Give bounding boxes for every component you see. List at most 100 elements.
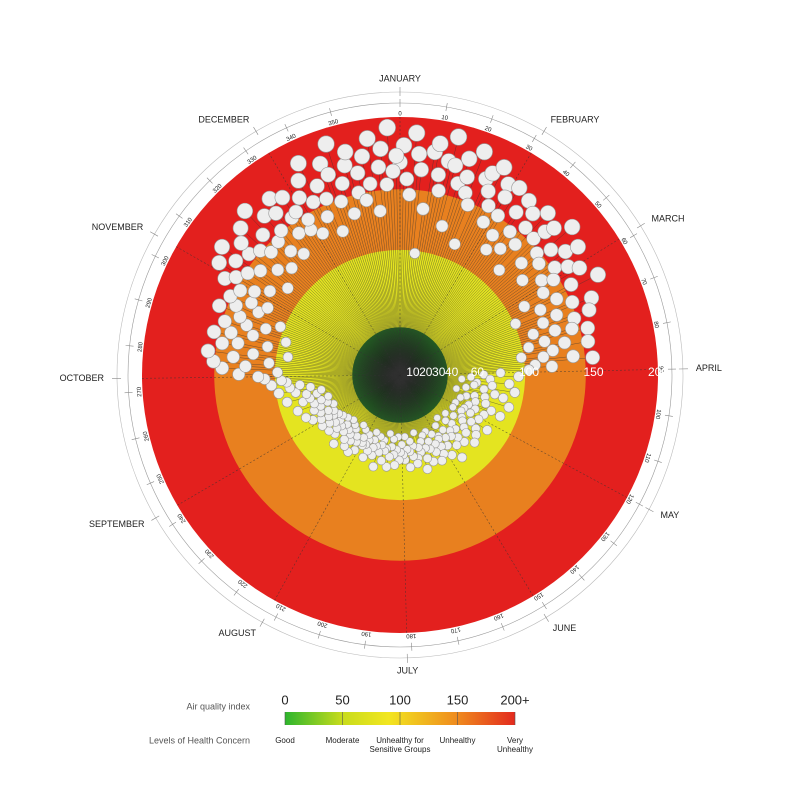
dot <box>239 360 252 373</box>
day-tick-label: 30 <box>524 144 533 153</box>
dot <box>516 273 529 287</box>
stem <box>399 280 523 376</box>
dot <box>481 198 496 214</box>
dot <box>288 204 304 220</box>
day-tick <box>134 298 143 302</box>
stem <box>366 200 401 376</box>
stem <box>369 183 401 376</box>
stem <box>399 374 486 404</box>
day-tick-label: 100 <box>654 409 662 420</box>
stem <box>363 374 401 438</box>
stem <box>399 374 491 380</box>
month-label: DECEMBER <box>198 115 250 125</box>
stem <box>399 153 420 376</box>
day-tick-label: 280 <box>138 341 145 352</box>
dot <box>433 414 441 422</box>
stem <box>231 332 401 376</box>
dot <box>329 439 339 449</box>
month-label: MAY <box>660 510 679 520</box>
day-tick <box>243 147 249 155</box>
stem <box>207 350 401 376</box>
day-tick <box>610 540 618 546</box>
day-tick-label: 120 <box>624 493 634 505</box>
stem <box>399 177 468 376</box>
day-tick-label: 180 <box>405 632 416 638</box>
dot <box>233 283 248 298</box>
stem <box>361 156 401 376</box>
dot <box>514 256 528 270</box>
stem <box>399 238 534 376</box>
stem <box>399 208 424 376</box>
day-tick-label: 20 <box>484 126 493 134</box>
day-tick <box>490 115 494 123</box>
stem <box>399 205 489 376</box>
day-tick <box>284 124 289 132</box>
dot <box>339 434 349 444</box>
stem <box>399 178 487 376</box>
stem <box>399 158 470 376</box>
dot <box>534 273 549 288</box>
dot <box>405 437 414 446</box>
day-tick <box>456 636 460 645</box>
dot <box>469 380 479 390</box>
dot <box>399 171 415 187</box>
dot <box>508 237 523 252</box>
day-tick-label: 190 <box>360 630 371 637</box>
month-tick <box>259 618 265 627</box>
dot <box>416 202 430 216</box>
dot <box>317 385 326 395</box>
stem <box>275 213 401 376</box>
stem <box>378 167 401 376</box>
stem <box>342 231 401 376</box>
stem <box>316 374 401 394</box>
stem <box>399 143 441 376</box>
dot <box>525 205 541 222</box>
dot <box>548 324 562 337</box>
month-label: OCTOBER <box>60 373 105 383</box>
stem <box>399 374 471 414</box>
stem <box>399 251 566 376</box>
day-tick-label: 250 <box>156 472 166 484</box>
day-tick <box>317 630 321 639</box>
stem <box>233 356 401 376</box>
dot <box>566 349 580 364</box>
stem <box>254 291 401 376</box>
stem <box>399 215 499 376</box>
dot <box>372 140 389 157</box>
dot <box>261 340 274 353</box>
dot <box>422 464 433 474</box>
dot <box>580 334 596 349</box>
dot <box>281 282 294 295</box>
dot <box>441 416 450 425</box>
dot <box>486 228 500 242</box>
stem <box>267 307 401 376</box>
dot <box>504 378 515 390</box>
stem <box>269 198 401 376</box>
stem <box>321 374 401 401</box>
day-tick-label: 90 <box>657 366 663 373</box>
dot <box>513 371 525 382</box>
day-tick-label: 260 <box>143 430 151 442</box>
dot <box>347 206 362 221</box>
day-tick-label: 210 <box>275 602 287 612</box>
dot <box>217 314 232 329</box>
stem <box>287 288 401 376</box>
day-tick <box>500 623 505 631</box>
dot <box>362 176 378 192</box>
dot <box>301 212 316 227</box>
dot <box>301 389 312 399</box>
day-tick <box>445 103 448 112</box>
dot <box>274 223 289 238</box>
dot <box>522 341 535 354</box>
month-tick <box>636 222 645 229</box>
day-tick-label: 140 <box>568 563 580 575</box>
dot <box>449 128 468 146</box>
r-tick-label: 30 <box>432 365 446 379</box>
dot <box>509 318 522 330</box>
dot <box>495 411 506 422</box>
stem <box>285 342 401 376</box>
dot <box>411 145 428 162</box>
day-tick <box>206 177 213 184</box>
stem <box>396 155 401 376</box>
dot <box>297 247 311 261</box>
